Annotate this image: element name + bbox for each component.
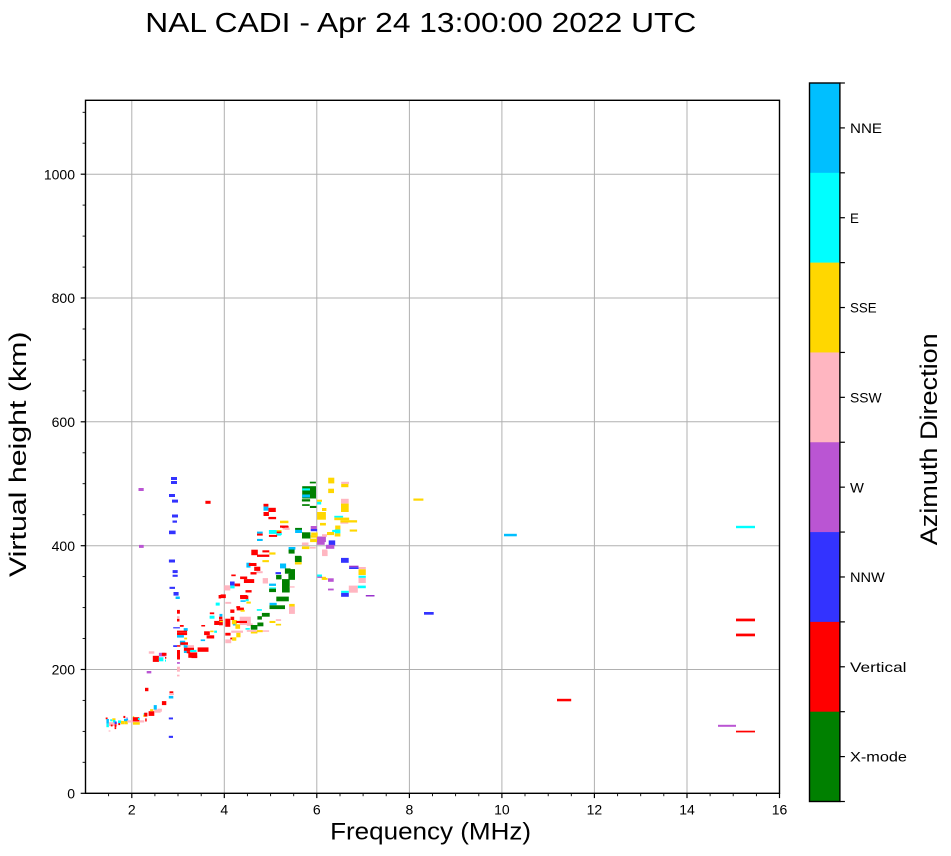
svg-text:6: 6 [313,801,321,817]
svg-text:2: 2 [128,801,136,817]
svg-text:600: 600 [52,414,76,430]
svg-text:0: 0 [67,785,75,801]
svg-text:W: W [850,479,865,495]
svg-text:14: 14 [679,801,695,817]
svg-text:Vertical: Vertical [850,659,907,675]
svg-text:SSE: SSE [850,300,877,316]
svg-text:200: 200 [52,662,76,678]
svg-text:8: 8 [406,801,414,817]
svg-text:10: 10 [494,801,510,817]
svg-text:800: 800 [52,290,76,306]
svg-text:Virtual height (km): Virtual height (km) [5,332,32,578]
svg-text:NAL CADI - Apr 24 13:00:00 202: NAL CADI - Apr 24 13:00:00 2022 UTC [145,7,696,38]
svg-text:E: E [850,210,859,226]
svg-text:1000: 1000 [44,166,75,182]
svg-text:Azimuth Direction: Azimuth Direction [916,333,943,545]
svg-text:16: 16 [772,801,788,817]
svg-text:12: 12 [587,801,603,817]
svg-text:4: 4 [220,801,228,817]
svg-text:Frequency (MHz): Frequency (MHz) [330,819,531,846]
svg-text:NNE: NNE [850,120,882,136]
svg-text:X-mode: X-mode [850,749,907,765]
svg-text:NNW: NNW [850,569,886,585]
svg-text:400: 400 [52,538,76,554]
svg-text:SSW: SSW [850,389,882,405]
